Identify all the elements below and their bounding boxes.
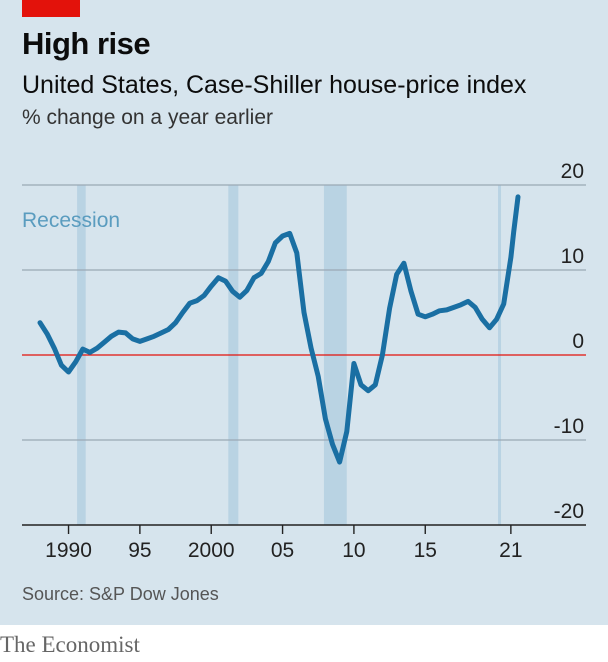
brand-tag [22, 0, 80, 17]
recession-legend-label: Recession [22, 209, 120, 232]
x-axis-ticks: 1990 95 2000 05 10 15 21 [45, 525, 523, 562]
y-tick-label: -10 [554, 415, 584, 438]
chart-subtitle: United States, Case-Shiller house-price … [22, 71, 527, 99]
x-tick-label: 21 [499, 539, 522, 562]
publisher-logo: The Economist [0, 632, 140, 657]
y-tick-label: 20 [561, 160, 584, 183]
x-tick-label: 15 [414, 539, 437, 562]
x-tick-label: 95 [128, 539, 151, 562]
y-tick-label: 0 [572, 330, 584, 353]
x-tick-label: 1990 [45, 539, 92, 562]
source-note: Source: S&P Dow Jones [22, 584, 219, 604]
y-tick-label: 10 [561, 245, 584, 268]
series-line [37, 194, 521, 465]
gridlines: 20 10 0 -10 -20 [22, 160, 586, 526]
chart-unit-label: % change on a year earlier [22, 106, 273, 129]
series [37, 194, 521, 465]
x-tick-label: 05 [271, 539, 294, 562]
chart-title: High rise [22, 26, 151, 61]
x-tick-label: 10 [342, 539, 365, 562]
x-tick-label: 2000 [188, 539, 235, 562]
y-tick-label: -20 [554, 500, 584, 523]
line-chart: 20 10 0 -10 -20 1990 95 2000 05 10 15 21 Recession [22, 160, 586, 562]
